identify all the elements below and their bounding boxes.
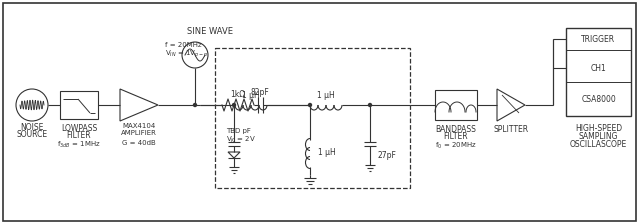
Text: OSCILLASCOPE: OSCILLASCOPE	[570, 140, 627, 149]
Text: G = 40dB: G = 40dB	[122, 140, 156, 146]
Text: FILTER: FILTER	[443, 131, 468, 140]
Text: 27pF: 27pF	[378, 151, 397, 159]
Bar	[435, 90, 477, 120]
Text: SOURCE: SOURCE	[17, 129, 47, 138]
Text: LOWPASS: LOWPASS	[61, 123, 97, 133]
Circle shape	[194, 103, 197, 106]
Bar	[566, 28, 631, 116]
Text: FILTER: FILTER	[66, 131, 91, 140]
Text: TBD pF: TBD pF	[226, 128, 251, 134]
Text: CSA8000: CSA8000	[581, 95, 616, 103]
Text: SINE WAVE: SINE WAVE	[187, 26, 233, 35]
Text: 1 µH: 1 µH	[317, 90, 335, 99]
Text: 82pF: 82pF	[250, 88, 270, 97]
Text: AMPLIFIER: AMPLIFIER	[121, 130, 157, 136]
Text: 1kΩ: 1kΩ	[231, 90, 245, 99]
Text: SAMPLING: SAMPLING	[579, 131, 619, 140]
Circle shape	[309, 103, 311, 106]
Text: f$_{3dB}$ = 1MHz: f$_{3dB}$ = 1MHz	[57, 140, 101, 150]
Text: SPLITTER: SPLITTER	[493, 125, 528, 134]
Text: HIGH-SPEED: HIGH-SPEED	[575, 123, 622, 133]
Circle shape	[233, 103, 236, 106]
Bar	[215, 48, 410, 188]
Text: BANDPASS: BANDPASS	[436, 125, 477, 134]
Circle shape	[369, 103, 371, 106]
Text: CH1: CH1	[590, 63, 606, 73]
Text: MAX4104: MAX4104	[123, 123, 156, 129]
Text: NOISE: NOISE	[20, 123, 43, 131]
Text: V$_K$ = 2V: V$_K$ = 2V	[226, 135, 256, 145]
Text: V$_{IN}$ = 1V$_{p-p}$: V$_{IN}$ = 1V$_{p-p}$	[165, 48, 209, 60]
Text: 1 µH: 1 µH	[242, 90, 260, 99]
Text: f$_0$ = 20MHz: f$_0$ = 20MHz	[435, 141, 477, 151]
Bar	[60, 91, 98, 119]
Text: 1 µH: 1 µH	[318, 147, 335, 157]
Text: f = 20MHz: f = 20MHz	[165, 42, 202, 48]
Text: TRIGGER: TRIGGER	[581, 34, 615, 43]
